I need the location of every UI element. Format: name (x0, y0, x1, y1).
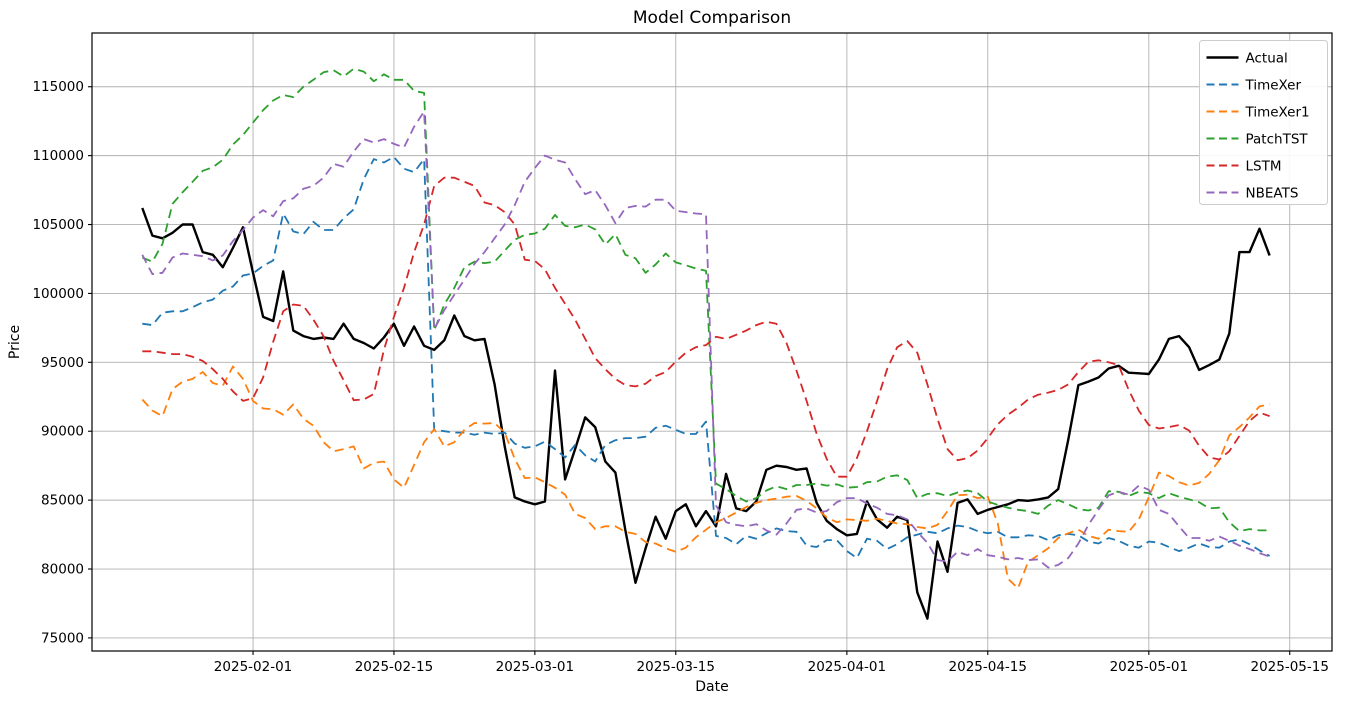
series-line-LSTM (142, 176, 1270, 478)
x-tick-label: 2025-04-15 (949, 659, 1027, 675)
y-tick-label: 100000 (32, 286, 84, 302)
series-line-TimeXer1 (141, 365, 1270, 590)
y-tick-label: 95000 (41, 355, 84, 371)
y-axis-label: Price (7, 325, 23, 359)
series-line-PatchTST (141, 67, 1270, 532)
axes-frame (91, 32, 1333, 652)
legend-item: PatchTST (1206, 131, 1309, 147)
chart-title: Model Comparison (633, 8, 791, 28)
x-tick-label: 2025-02-01 (214, 659, 292, 675)
legend-item: TimeXer (1206, 77, 1302, 93)
legend-item: LSTM (1206, 158, 1282, 174)
legend-item-label: TimeXer (1245, 77, 1302, 93)
axis-ticks: 75000 80000 85000 90000 95000 100000 105000 110… (32, 79, 1329, 675)
legend-item-label: NBEATS (1246, 185, 1299, 201)
series-lines (141, 67, 1271, 620)
grid-lines (92, 33, 1332, 651)
x-tick-label: 2025-05-01 (1110, 659, 1188, 675)
series-line-TimeXer (142, 156, 1271, 559)
y-tick-label: 75000 (41, 630, 84, 646)
y-tick-label: 115000 (32, 79, 84, 95)
legend-item-label: PatchTST (1246, 131, 1309, 147)
legend-item: NBEATS (1206, 185, 1299, 201)
legend-item: TimeXer1 (1206, 104, 1310, 120)
x-tick-label: 2025-05-15 (1250, 659, 1328, 675)
y-tick-label: 80000 (41, 562, 84, 578)
x-axis-label: Date (695, 679, 728, 695)
y-tick-label: 85000 (41, 493, 84, 509)
legend: Actual TimeXer TimeXer1 PatchTST LSTM NBEATS (1199, 40, 1328, 205)
legend-box (1199, 40, 1328, 205)
x-tick-label: 2025-03-15 (637, 659, 715, 675)
series-line-NBEATS (141, 110, 1270, 569)
legend-item-label: TimeXer1 (1245, 104, 1310, 120)
x-tick-label: 2025-03-01 (496, 659, 574, 675)
y-tick-label: 110000 (32, 148, 84, 164)
series-line-Actual (141, 207, 1271, 620)
legend-item: Actual (1206, 50, 1288, 66)
x-tick-label: 2025-02-15 (355, 659, 433, 675)
y-tick-label: 90000 (41, 424, 84, 440)
x-tick-label: 2025-04-01 (808, 659, 886, 675)
y-tick-label: 105000 (32, 217, 84, 233)
legend-item-label: LSTM (1246, 158, 1282, 174)
legend-item-label: Actual (1246, 50, 1288, 66)
